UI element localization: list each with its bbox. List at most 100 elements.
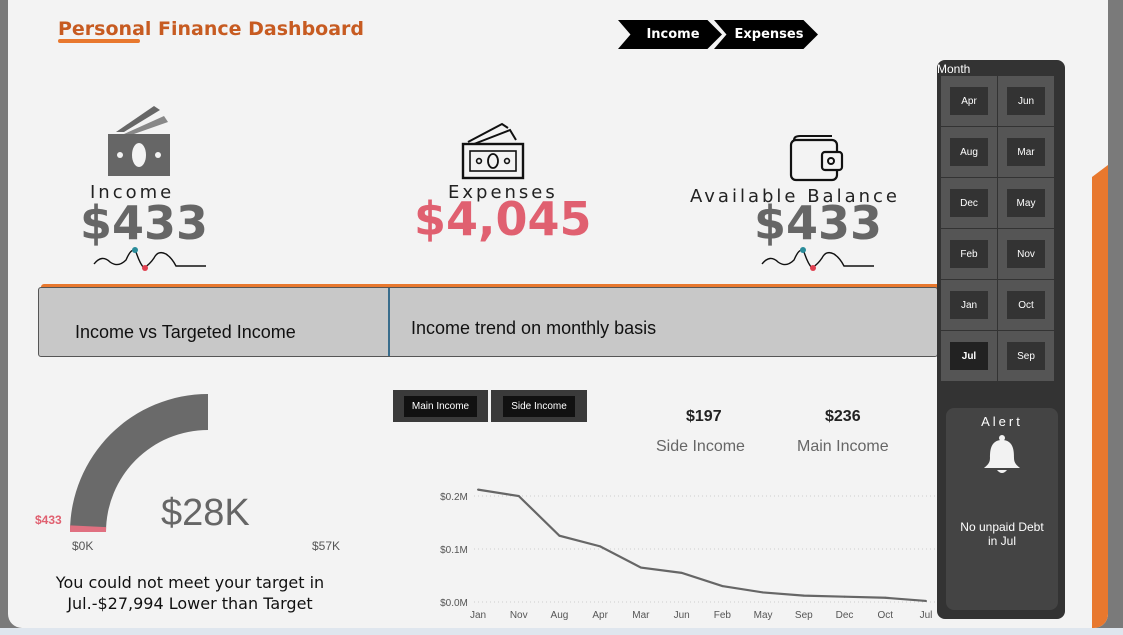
y-tick-label: $0.1M bbox=[440, 545, 468, 556]
gauge-center-value: $28K bbox=[161, 492, 250, 534]
cash-icon bbox=[108, 106, 170, 176]
income-trend-chart: $0.0M $0.1M $0.2M Jan Nov Aug Apr Mar Jun Feb May S… bbox=[440, 488, 936, 621]
x-tick-label: Jan bbox=[470, 610, 486, 621]
month-option[interactable]: Apr bbox=[941, 76, 997, 126]
x-tick-label: Jul bbox=[920, 610, 933, 621]
side-income-value: $197 bbox=[686, 408, 722, 425]
chart-point[interactable] bbox=[884, 596, 887, 599]
month-option-label: Feb bbox=[950, 240, 988, 268]
wallet-icon bbox=[789, 135, 844, 182]
main-income-label: Main Income bbox=[797, 438, 889, 455]
alert-title: Alert bbox=[981, 414, 1023, 429]
month-option[interactable]: Jun bbox=[998, 76, 1054, 126]
x-tick-label: Feb bbox=[714, 610, 732, 621]
gauge-max-label: $57K bbox=[312, 539, 340, 553]
month-option[interactable]: Jul bbox=[941, 331, 997, 381]
month-option-label: Sep bbox=[1007, 342, 1045, 370]
month-option[interactable]: Sep bbox=[998, 331, 1054, 381]
alert-card: Alert No unpaid Debt in Jul bbox=[946, 408, 1058, 610]
month-option[interactable]: Dec bbox=[941, 178, 997, 228]
dashboard-canvas: Personal Finance Dashboard Income Expens… bbox=[8, 0, 1108, 628]
month-option-label: May bbox=[1007, 189, 1045, 217]
y-tick-label: $0.2M bbox=[440, 492, 468, 503]
chart-point[interactable] bbox=[925, 599, 927, 602]
income-trend-line bbox=[477, 488, 927, 603]
month-option-label: Aug bbox=[950, 138, 988, 166]
alert-message-line2: in Jul bbox=[987, 534, 1016, 548]
side-income-tab-label: Side Income bbox=[503, 395, 575, 417]
target-message: You could not meet your target in Jul.-$… bbox=[30, 572, 350, 614]
x-tick-label: Aug bbox=[551, 610, 569, 621]
balance-sparkline bbox=[761, 247, 874, 271]
nav-expenses-button[interactable]: Expenses bbox=[714, 20, 818, 49]
x-tick-label: Apr bbox=[592, 610, 608, 621]
x-tick-label: May bbox=[754, 610, 773, 621]
title-underline bbox=[58, 39, 140, 43]
chart-point[interactable] bbox=[802, 594, 805, 597]
bell-icon bbox=[984, 435, 1020, 473]
alert-message-line1: No unpaid Debt bbox=[960, 520, 1044, 534]
chart-point[interactable] bbox=[558, 534, 561, 537]
month-filter-panel: Month Apr Jun Aug Mar Dec May Feb Nov Ja… bbox=[937, 60, 1065, 619]
main-income-value: $236 bbox=[825, 408, 861, 425]
month-option[interactable]: Oct bbox=[998, 280, 1054, 330]
month-option[interactable]: Nov bbox=[998, 229, 1054, 279]
gauge-min-label: $0K bbox=[72, 539, 93, 553]
x-tick-label: Dec bbox=[836, 610, 854, 621]
gauge-current-value: $433 bbox=[35, 513, 62, 527]
income-target-gauge: $28K $433 $0K $57K bbox=[35, 394, 340, 553]
orange-accent-edge bbox=[1092, 165, 1108, 628]
income-trend-title: Income trend on monthly basis bbox=[411, 318, 657, 338]
chart-point[interactable] bbox=[517, 495, 520, 497]
month-option[interactable]: Aug bbox=[941, 127, 997, 177]
income-sparkline bbox=[93, 247, 206, 271]
income-kpi-label: Income bbox=[90, 182, 175, 203]
x-tick-label: Oct bbox=[877, 610, 893, 621]
month-option[interactable]: Feb bbox=[941, 229, 997, 279]
nav-income-button[interactable]: Income bbox=[618, 20, 722, 49]
month-option-label: Jun bbox=[1007, 87, 1045, 115]
chart-point[interactable] bbox=[639, 566, 642, 569]
main-income-tab-label: Main Income bbox=[403, 395, 478, 417]
month-option[interactable]: May bbox=[998, 178, 1054, 228]
month-slicer-title: Month bbox=[937, 62, 971, 76]
month-option-label: Oct bbox=[1007, 291, 1045, 319]
bottom-strip bbox=[0, 628, 1123, 635]
month-option-label: Jan bbox=[950, 291, 988, 319]
x-tick-label: Nov bbox=[510, 610, 528, 621]
chart-point[interactable] bbox=[762, 591, 765, 594]
gauge-fill bbox=[70, 525, 107, 532]
month-option[interactable]: Jan bbox=[941, 280, 997, 330]
target-message-line1: You could not meet your target in bbox=[55, 573, 325, 592]
income-kpi-value: $433 bbox=[80, 196, 209, 250]
section-divider bbox=[388, 288, 390, 356]
chart-point[interactable] bbox=[721, 585, 724, 588]
month-slicer-grid: Apr Jun Aug Mar Dec May Feb Nov Jan Oct … bbox=[941, 76, 1054, 381]
month-option[interactable]: Mar bbox=[998, 127, 1054, 177]
month-option-label: Mar bbox=[1007, 138, 1045, 166]
balance-kpi-value: $433 bbox=[754, 196, 883, 250]
side-income-tab[interactable]: Side Income bbox=[491, 390, 587, 422]
alert-message: No unpaid Debt in Jul bbox=[946, 520, 1058, 548]
chart-point[interactable] bbox=[680, 571, 683, 574]
gauge-track bbox=[70, 394, 208, 532]
month-option-label: Dec bbox=[950, 189, 988, 217]
month-option-label: Jul bbox=[950, 342, 988, 370]
main-income-tab[interactable]: Main Income bbox=[393, 390, 488, 422]
x-tick-label: Sep bbox=[795, 610, 813, 621]
x-tick-label: Mar bbox=[632, 610, 650, 621]
expenses-kpi-value: $4,045 bbox=[414, 192, 592, 246]
page-navigation: Income Expenses bbox=[618, 20, 818, 49]
chart-point[interactable] bbox=[843, 595, 846, 598]
page-title: Personal Finance Dashboard bbox=[58, 18, 365, 40]
chart-point[interactable] bbox=[599, 545, 602, 548]
month-option-label: Nov bbox=[1007, 240, 1045, 268]
month-option-label: Apr bbox=[950, 87, 988, 115]
chart-point[interactable] bbox=[477, 488, 479, 491]
y-tick-label: $0.0M bbox=[440, 598, 468, 609]
balance-kpi-label: Available Balance bbox=[690, 186, 900, 207]
money-icon bbox=[461, 122, 525, 180]
section-header-bar: Income vs Targeted Income Income trend o… bbox=[38, 287, 938, 357]
income-vs-target-title: Income vs Targeted Income bbox=[75, 322, 296, 342]
target-message-line2: Jul.-$27,994 Lower than Target bbox=[67, 594, 313, 613]
